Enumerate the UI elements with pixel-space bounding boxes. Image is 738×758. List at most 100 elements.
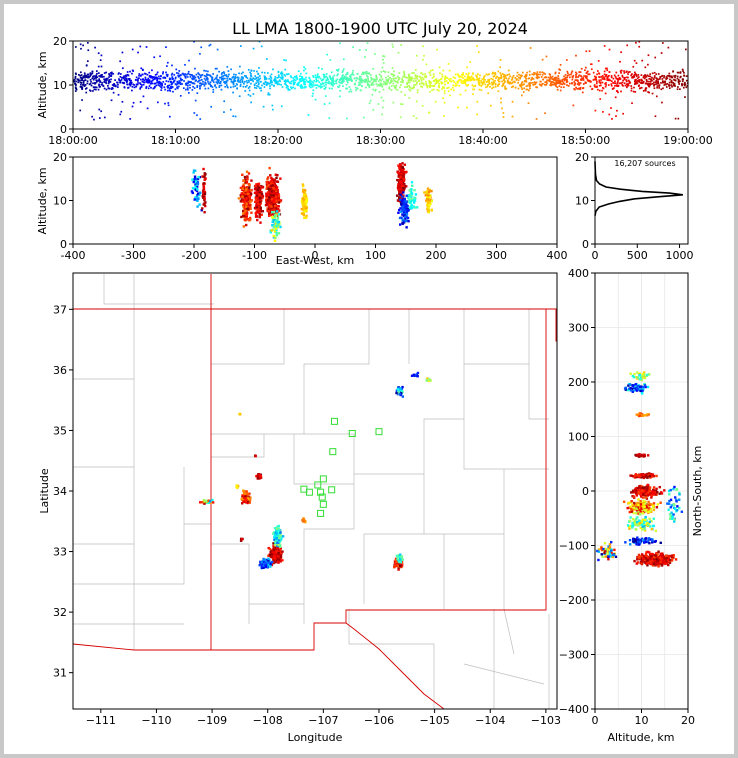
- source-point: [241, 76, 244, 79]
- source-point: [275, 532, 278, 535]
- source-point: [265, 203, 269, 206]
- source-point: [203, 74, 206, 77]
- source-point: [545, 83, 548, 86]
- source-point: [200, 79, 203, 81]
- source-point: [663, 76, 665, 79]
- station-marker: [330, 417, 338, 425]
- source-point: [74, 86, 77, 89]
- source-point: [117, 83, 119, 86]
- source-point: [338, 95, 341, 98]
- source-point: [189, 80, 192, 83]
- source-point: [311, 95, 314, 97]
- source-point: [88, 83, 91, 86]
- source-point: [149, 82, 152, 85]
- source-point: [204, 79, 207, 81]
- source-point: [173, 73, 176, 76]
- source-point: [191, 191, 194, 195]
- source-point: [427, 209, 430, 212]
- source-point: [171, 72, 174, 75]
- source-point: [408, 81, 411, 84]
- source-point: [621, 81, 624, 84]
- source-point: [257, 186, 261, 190]
- source-point: [323, 74, 326, 76]
- source-point: [230, 80, 233, 83]
- source-point: [430, 208, 433, 212]
- source-point: [276, 76, 279, 79]
- source-point: [153, 87, 156, 89]
- source-point: [628, 79, 630, 82]
- source-point: [252, 93, 255, 95]
- source-point: [151, 79, 154, 82]
- source-point: [220, 73, 223, 75]
- source-point: [595, 86, 598, 89]
- source-point: [272, 558, 275, 561]
- source-point: [189, 86, 191, 89]
- source-point: [186, 73, 188, 76]
- source-point: [482, 77, 485, 79]
- source-point: [380, 76, 383, 79]
- source-point: [303, 66, 305, 68]
- source-point: [103, 87, 106, 90]
- source-point: [346, 71, 349, 74]
- source-point: [471, 84, 474, 87]
- source-point: [297, 70, 300, 72]
- source-point: [304, 207, 308, 210]
- source-point: [293, 78, 296, 81]
- source-point: [271, 207, 274, 210]
- source-point: [635, 79, 637, 82]
- source-point: [102, 85, 105, 87]
- source-point: [268, 204, 272, 207]
- source-point: [114, 84, 117, 87]
- source-point: [225, 81, 228, 84]
- source-point: [247, 172, 251, 175]
- source-point: [640, 74, 643, 77]
- source-point: [672, 81, 674, 84]
- source-point: [255, 183, 258, 186]
- source-point: [165, 80, 168, 82]
- source-point: [273, 555, 277, 558]
- source-point: [103, 75, 105, 78]
- source-point: [101, 76, 103, 78]
- source-point: [196, 192, 200, 195]
- source-point: [239, 85, 242, 87]
- source-point: [252, 47, 255, 50]
- source-point: [367, 77, 369, 80]
- source-point: [467, 74, 469, 76]
- source-point: [289, 75, 292, 77]
- plan-view-frame: [72, 272, 558, 710]
- source-point: [400, 391, 403, 394]
- source-point: [425, 80, 427, 83]
- source-point: [499, 66, 501, 69]
- source-point: [267, 546, 270, 550]
- source-point: [504, 74, 507, 77]
- source-point: [252, 80, 254, 83]
- source-point: [164, 76, 167, 79]
- source-point: [623, 82, 626, 85]
- source-point: [558, 68, 561, 71]
- source-point: [289, 88, 291, 91]
- source-point: [209, 74, 212, 77]
- source-point: [428, 188, 431, 192]
- source-point: [91, 77, 94, 80]
- source-point: [379, 78, 381, 81]
- source-point: [536, 71, 539, 73]
- source-point: [422, 82, 425, 85]
- source-point: [660, 82, 662, 84]
- source-point: [199, 79, 201, 82]
- source-point: [95, 77, 97, 79]
- source-point: [556, 77, 558, 79]
- source-point: [142, 95, 145, 98]
- station-marker: [329, 448, 337, 456]
- source-point: [277, 529, 280, 532]
- source-point: [264, 564, 267, 567]
- source-point: [599, 81, 602, 84]
- source-point: [297, 82, 299, 85]
- source-point: [198, 77, 200, 80]
- source-point: [663, 84, 666, 86]
- source-point: [614, 75, 617, 78]
- source-point: [148, 80, 151, 82]
- source-point: [265, 197, 269, 200]
- source-point: [336, 78, 339, 81]
- source-point: [113, 83, 115, 86]
